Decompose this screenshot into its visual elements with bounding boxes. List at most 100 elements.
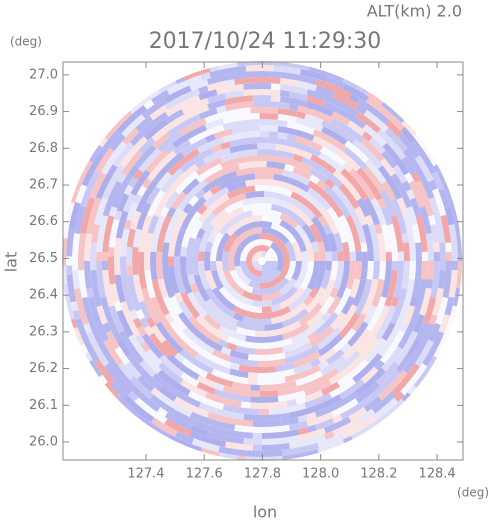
radar-cell <box>195 158 206 169</box>
radar-cell <box>380 158 396 177</box>
radar-cell <box>259 390 279 398</box>
radar-cell <box>94 147 115 175</box>
radar-cell <box>279 96 308 108</box>
radar-cell <box>77 261 85 271</box>
radar-cell <box>182 202 193 214</box>
radar-cell <box>158 78 178 93</box>
radar-cell <box>288 402 326 419</box>
radar-cell <box>213 401 225 410</box>
radar-cell <box>143 99 155 110</box>
radar-cell <box>342 198 362 226</box>
radar-cell <box>220 346 232 356</box>
radar-cell <box>306 412 317 421</box>
radar-cell <box>301 157 313 167</box>
radar-cell <box>216 105 227 114</box>
radar-cell <box>196 375 216 389</box>
radar-cell <box>341 295 355 316</box>
radar-cell <box>179 256 193 295</box>
radar-cell <box>151 417 178 437</box>
radar-cell <box>259 124 279 132</box>
radar-cell <box>342 328 371 361</box>
radar-cell <box>200 72 211 81</box>
radar-cell <box>240 401 251 409</box>
radar-cell <box>391 261 399 271</box>
radar-cell <box>110 381 127 399</box>
radar-cell <box>130 210 142 230</box>
radar-cell <box>165 109 185 124</box>
radar-cell <box>415 322 429 342</box>
radar-cell <box>132 193 143 205</box>
radar-cell <box>195 157 223 176</box>
radar-cell <box>74 205 86 234</box>
radar-cell <box>282 442 319 456</box>
radar-cell <box>381 100 392 111</box>
radar-cell <box>252 261 262 271</box>
radar-cell <box>91 224 100 244</box>
radar-cell <box>288 417 299 425</box>
radar-cell <box>188 195 199 207</box>
radar-cell <box>189 431 227 448</box>
radar-cell <box>304 287 326 313</box>
x-tick-label: 127.6 <box>186 467 223 482</box>
radar-cell <box>448 197 462 235</box>
radar-cell <box>286 380 315 395</box>
radar-cell <box>86 287 94 298</box>
radar-cell <box>411 172 421 183</box>
radar-cell <box>312 135 332 150</box>
radar-cell <box>177 179 208 211</box>
radar-cell <box>354 278 373 316</box>
radar-cell <box>123 292 135 312</box>
radar-cell <box>362 124 387 147</box>
radar-cell <box>157 278 169 299</box>
radar-cell <box>390 296 400 308</box>
radar-cell <box>250 384 260 391</box>
radar-cell <box>306 95 326 107</box>
radar-cell <box>225 101 253 112</box>
radar-cell <box>311 216 332 253</box>
radar-cell <box>126 228 136 248</box>
radar-cell <box>133 169 144 180</box>
radar-cell <box>448 224 458 261</box>
radar-cell <box>182 326 215 355</box>
radar-cell <box>374 223 383 235</box>
radar-cell <box>361 366 379 384</box>
radar-cell <box>198 85 209 95</box>
radar-cell <box>363 305 377 325</box>
radar-cell <box>291 261 302 281</box>
radar-cell <box>348 168 376 201</box>
radar-cell <box>226 185 256 199</box>
radar-cell <box>138 300 152 320</box>
radar-cell <box>363 197 381 226</box>
radar-cell <box>304 113 324 126</box>
radar-cell <box>295 370 323 387</box>
radar-cell <box>174 227 186 257</box>
radar-cell <box>211 144 223 154</box>
radar-cell <box>247 372 258 379</box>
radar-cell <box>349 278 361 299</box>
radar-cell <box>335 149 354 166</box>
radar-cell <box>134 397 168 424</box>
radar-cell <box>415 215 428 252</box>
radar-cell <box>277 107 297 117</box>
radar-cell <box>390 173 413 209</box>
radar-cell <box>159 379 178 395</box>
radar-cell <box>196 203 208 215</box>
radar-cell <box>365 96 377 107</box>
radar-cell <box>160 168 184 194</box>
radar-cell <box>288 287 313 312</box>
radar-cell <box>347 113 367 129</box>
radar-cell <box>277 126 315 142</box>
radar-cell <box>103 381 120 400</box>
radar-cell <box>376 232 386 261</box>
radar-cell <box>284 163 295 173</box>
radar-cell <box>150 387 162 398</box>
radar-cell <box>102 180 122 217</box>
radar-cell <box>239 261 254 281</box>
radar-cell <box>213 128 234 140</box>
radar-cell <box>90 270 103 307</box>
radar-cell <box>338 214 356 252</box>
radar-cell <box>318 360 330 370</box>
radar-cell <box>403 279 415 308</box>
radar-cell <box>210 312 238 333</box>
radar-cell <box>181 98 209 115</box>
